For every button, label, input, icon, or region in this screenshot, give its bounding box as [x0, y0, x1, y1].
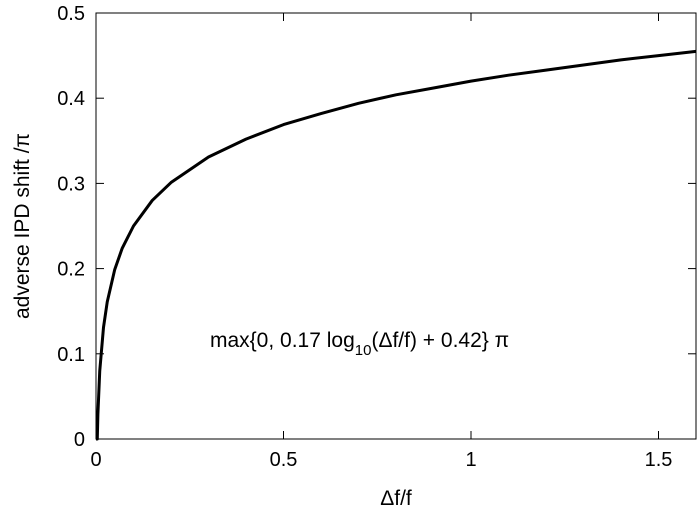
y-tick-label: 0.2	[57, 259, 85, 281]
x-tick-label: 1.5	[645, 449, 673, 471]
y-axis-label: adverse IPD shift /π	[11, 133, 34, 319]
y-tick-label: 0.1	[57, 344, 85, 366]
x-tick-label: 0.5	[270, 449, 298, 471]
x-tick-label: 1	[465, 449, 476, 471]
plot-frame	[95, 12, 697, 440]
x-axis-label: Δf/f	[380, 487, 412, 510]
axis-tick-labels: 0 0.5 1 1.5 0 0.1 0.2 0.3 0.4 0.5	[57, 3, 672, 471]
y-tick-label: 0.5	[57, 3, 85, 25]
data-series-line	[95, 49, 697, 441]
y-tick-label: 0	[74, 429, 85, 451]
y-tick-label: 0.3	[57, 173, 85, 195]
formula-prefix: max{0, 0.17 log	[210, 329, 355, 352]
x-tick-label: 0	[90, 449, 101, 471]
formula-annotation: max{0, 0.17 log10(Δf/f) + 0.42} π	[210, 329, 509, 359]
formula-subscript: 10	[355, 342, 372, 359]
formula-suffix: (Δf/f) + 0.42} π	[371, 329, 509, 352]
y-tick-label: 0.4	[57, 88, 85, 110]
axis-ticks	[95, 12, 696, 440]
